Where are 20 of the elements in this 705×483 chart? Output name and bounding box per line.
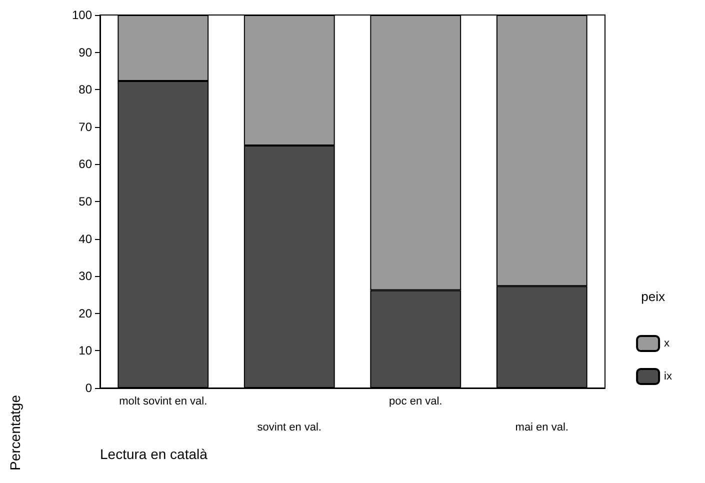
y-tick-label: 70 (78, 120, 92, 134)
y-tick-label: 100 (72, 8, 92, 22)
x-tick-label: sovint en val. (257, 422, 322, 434)
y-tick-label: 40 (78, 232, 92, 246)
legend-label: x (664, 338, 670, 350)
y-tick-label: 50 (78, 194, 92, 208)
y-tick-label: 10 (78, 344, 92, 358)
y-axis-title: Percentatge (7, 394, 23, 470)
legend-label: ix (664, 370, 672, 382)
y-tick-label: 80 (78, 82, 92, 97)
x-tick-label: molt sovint en val. (119, 396, 208, 408)
x-tick-label: poc en val. (389, 396, 442, 408)
y-tick-label: 20 (78, 306, 92, 320)
y-tick-label: 90 (78, 45, 92, 60)
x-axis-title: Lectura en català (100, 446, 208, 462)
y-tick-label: 60 (78, 157, 92, 172)
y-tick-label: 30 (78, 269, 92, 284)
legend-title: peix (641, 289, 666, 304)
x-tick-label: mai en val. (515, 422, 568, 434)
y-tick-label: 0 (85, 381, 92, 395)
